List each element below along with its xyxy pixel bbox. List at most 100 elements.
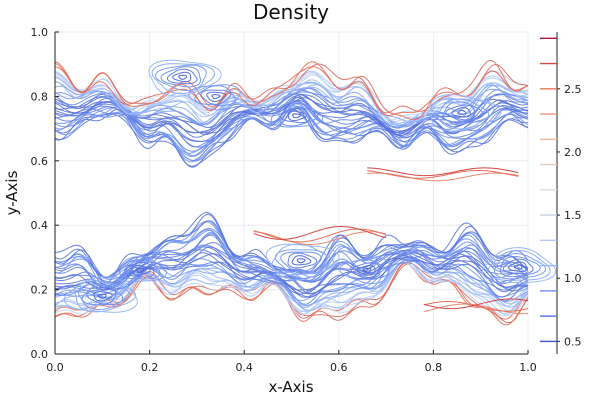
- vortex-contour: [499, 256, 541, 278]
- vortex-contour: [118, 259, 161, 280]
- vortex-contour: [292, 113, 301, 119]
- x-tick-label: 1.0: [519, 361, 537, 374]
- vortex-contour: [271, 243, 334, 276]
- fringe-contour: [367, 167, 519, 177]
- vortex-contour: [287, 252, 318, 269]
- vortex-contour: [211, 94, 221, 99]
- vortex-contour: [347, 258, 389, 280]
- contour-line: [54, 242, 529, 292]
- vortex-contour: [487, 249, 551, 281]
- vortex-contour: [350, 262, 381, 279]
- vortex-contour: [131, 264, 151, 276]
- vortex-contour: [278, 105, 319, 127]
- vortex-contour: [280, 251, 322, 272]
- x-axis-label: x-Axis: [268, 378, 313, 396]
- vortex-contour: [445, 104, 475, 121]
- vortex-contour: [206, 91, 227, 102]
- vortex-contour: [160, 66, 202, 88]
- vortex-contour: [86, 288, 117, 305]
- vortex-contour: [356, 264, 376, 276]
- contour-line: [54, 59, 529, 114]
- vortex-contour: [493, 252, 547, 280]
- contour-line: [54, 249, 529, 294]
- vortex-contour: [502, 258, 534, 274]
- contour-lines: [54, 59, 557, 326]
- chart-title: Density: [253, 0, 329, 24]
- vortex-contour: [200, 89, 232, 105]
- fringe-contour: [423, 301, 529, 312]
- vortex-contour: [431, 98, 495, 130]
- vortex-contour: [279, 107, 311, 124]
- contour-line: [54, 70, 529, 126]
- vortex-contour: [339, 257, 391, 285]
- contour-line: [54, 75, 529, 125]
- colorbar: 0.5 1.0 1.5 2.0 2.5: [540, 32, 582, 354]
- colorbar-tick-label: 1.0: [564, 272, 582, 285]
- vortex-contour: [151, 63, 216, 95]
- x-tick-label: 0.0: [46, 361, 64, 374]
- vortex-contour: [135, 268, 145, 273]
- vortex-contour: [93, 291, 113, 302]
- fringe-contour: [367, 170, 519, 179]
- y-tick-label: 1.0: [31, 26, 49, 39]
- vortex-contour: [429, 94, 502, 132]
- colorbar-tick-label: 0.5: [564, 335, 582, 348]
- vortex-contour: [194, 85, 236, 106]
- colorbar-tick-label: 2.5: [564, 83, 582, 96]
- vortex-contour: [154, 64, 207, 92]
- fringe-contour: [253, 228, 387, 243]
- x-tick-label: 0.4: [235, 361, 253, 374]
- vortex-contour: [148, 59, 222, 97]
- contour-line: [54, 232, 529, 288]
- contour-line: [54, 94, 529, 134]
- x-tick-label: 0.8: [425, 361, 443, 374]
- x-tick-label: 0.6: [330, 361, 348, 374]
- x-tick-label: 0.2: [141, 361, 159, 374]
- fringe-contour: [367, 172, 519, 182]
- vortex-contour: [362, 267, 372, 273]
- vortex-contour: [178, 74, 188, 80]
- vortex-contour: [77, 283, 130, 311]
- vortex-contour: [287, 110, 307, 122]
- vortex-contour: [74, 280, 136, 313]
- vortex-contour: [81, 284, 124, 306]
- plot-axes: [54, 31, 529, 355]
- vortex-contour: [508, 261, 528, 273]
- vortex-contour: [270, 101, 324, 128]
- y-tick-labels: 0.0 0.2 0.4 0.6 0.8 1.0: [31, 26, 49, 361]
- contour-line: [54, 81, 529, 127]
- fringe-contour: [253, 226, 387, 240]
- vortex-contour: [97, 293, 107, 299]
- y-tick-label: 0.6: [31, 155, 49, 168]
- vortex-contour: [442, 101, 484, 123]
- vortex-contour: [457, 109, 467, 115]
- contour-line: [54, 257, 529, 302]
- contour-line: [54, 105, 529, 162]
- vortex-contour: [482, 247, 557, 284]
- vortex-contour: [172, 71, 192, 83]
- y-axis-label: y-Axis: [3, 170, 21, 215]
- vortex-contour: [451, 107, 471, 118]
- y-tick-label: 0.8: [31, 90, 49, 103]
- contour-line: [54, 61, 529, 121]
- vortex-contour: [166, 68, 198, 85]
- vortex-contour: [188, 84, 241, 111]
- vortex-contour: [291, 255, 312, 266]
- vortex-contour: [274, 249, 328, 275]
- vortex-contour: [437, 98, 490, 125]
- vortex-contour: [513, 264, 523, 270]
- vortex-contour: [296, 258, 306, 264]
- colorbar-tick-label: 2.0: [564, 146, 582, 159]
- colorbar-tick-label: 1.5: [564, 209, 582, 222]
- x-tick-labels: 0.0 0.2 0.4 0.6 0.8 1.0: [46, 361, 537, 374]
- vortex-contour: [265, 243, 340, 281]
- fringe-contour: [253, 231, 387, 245]
- contour-line: [54, 87, 529, 129]
- y-tick-label: 0.4: [31, 219, 49, 232]
- y-tick-label: 0.2: [31, 284, 49, 297]
- vortex-contour: [124, 262, 155, 278]
- vortex-contour: [114, 256, 167, 282]
- y-tick-label: 0.0: [31, 348, 49, 361]
- fringe-contour: [423, 298, 529, 310]
